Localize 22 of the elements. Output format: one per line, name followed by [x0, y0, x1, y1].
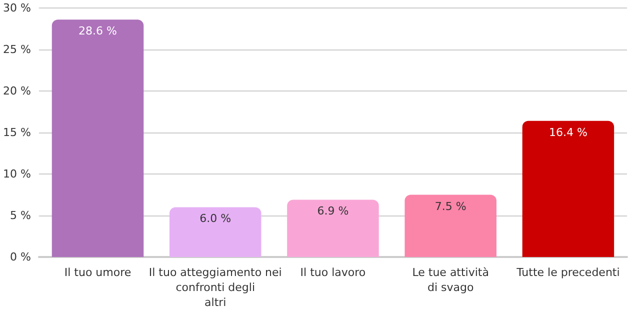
x-tick-label: Il tuo umore: [64, 266, 132, 279]
data-label: 28.6 %: [78, 24, 117, 38]
bar: [522, 120, 614, 257]
data-label: 16.4 %: [548, 126, 588, 139]
x-tick-label: Il tuo atteggiamento nei confronti degli altri: [148, 266, 282, 309]
y-tick-label: 10 %: [2, 168, 31, 180]
data-label: 6.0 %: [200, 212, 232, 226]
y-tick-label: 0 %: [10, 250, 31, 264]
y-tick-label: 25 %: [2, 43, 31, 56]
bar: [404, 194, 496, 257]
y-tick-label: 30 %: [2, 2, 31, 14]
bar: [169, 207, 262, 257]
x-tick-label: Le tue attività di svago: [412, 266, 489, 294]
y-tick-label: 5 %: [10, 209, 31, 222]
bar: [52, 20, 144, 257]
y-tick-label: 15 %: [2, 126, 31, 139]
x-tick-label: Tutte le precedenti: [516, 266, 620, 279]
x-tick-label: Il tuo lavoro: [300, 266, 366, 279]
data-label: 6.9 %: [317, 204, 349, 218]
bar: [287, 200, 379, 257]
y-tick-label: 20 %: [2, 84, 31, 98]
data-label: 7.5 %: [434, 200, 466, 213]
